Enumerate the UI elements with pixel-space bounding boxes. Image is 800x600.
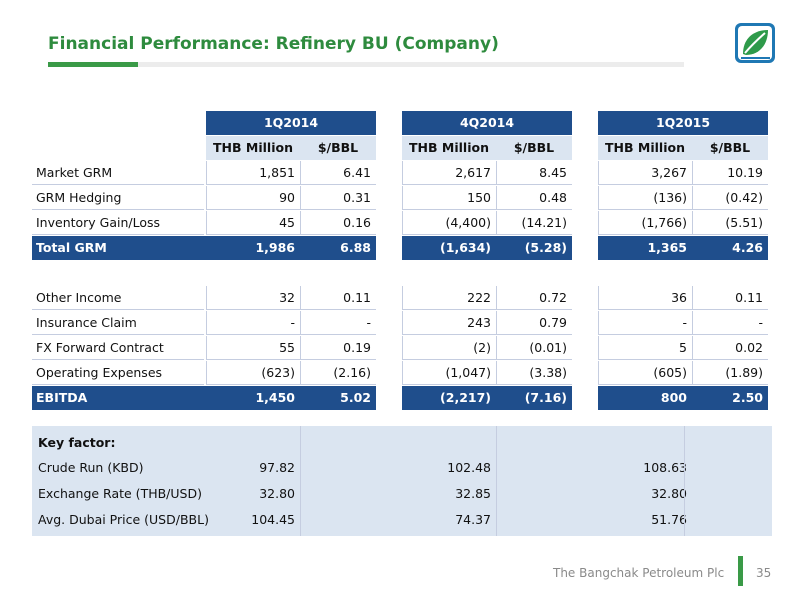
row2-2-value: 0.02 [692,336,768,360]
total-grm-bar-gap [204,236,206,260]
ebitda-value: 5.02 [300,386,376,410]
row2-2-value: 5 [598,336,692,360]
row-0-value: 3,267 [598,161,692,185]
total-grm-value: (5.28) [496,236,572,260]
unit-header-bbl: $/BBL [300,136,376,160]
row-1-value: (0.42) [692,186,768,210]
row-0-value: 8.45 [496,161,572,185]
page-number: 35 [756,566,772,580]
row2-3-value: (605) [598,361,692,385]
row2-3-value: (623) [206,361,300,385]
ebitda-label: EBITDA [32,386,204,410]
total-grm-value: 1,986 [206,236,300,260]
key-factor-label: Exchange Rate (THB/USD) [38,486,202,501]
row2-0-value: 0.11 [692,286,768,310]
key-factor-value: 102.48 [447,460,491,475]
row-2-value: 0.16 [300,211,376,235]
row-1-value: 150 [402,186,496,210]
row2-3-value: (3.38) [496,361,572,385]
row2-1-value: - [598,311,692,335]
row-0-value: 6.41 [300,161,376,185]
row2-3-label: Operating Expenses [32,361,204,385]
ebitda-value: 800 [598,386,692,410]
key-factor-value: 32.85 [455,486,491,501]
row2-3-value: (1.89) [692,361,768,385]
leaf-logo-icon [735,23,775,63]
total-grm-value: 6.88 [300,236,376,260]
row2-0-value: 32 [206,286,300,310]
period-header-1: 4Q2014 [402,111,572,135]
ebitda-bar-gap [204,386,206,410]
row2-2-value: 55 [206,336,300,360]
key-factor-value: 51.76 [651,512,687,527]
row-0-value: 2,617 [402,161,496,185]
row-0-label: Market GRM [32,161,204,185]
row2-2-label: FX Forward Contract [32,336,204,360]
row2-1-value: - [692,311,768,335]
row-2-value: 45 [206,211,300,235]
row-2-value: (5.51) [692,211,768,235]
ebitda-value: 2.50 [692,386,768,410]
row2-0-value: 0.72 [496,286,572,310]
row2-2-value: (2) [402,336,496,360]
row-2-value: (4,400) [402,211,496,235]
row-1-label: GRM Hedging [32,186,204,210]
row2-0-value: 36 [598,286,692,310]
row-1-value: (136) [598,186,692,210]
period-header-0: 1Q2014 [206,111,376,135]
key-factor-value: 104.45 [251,512,295,527]
row2-1-label: Insurance Claim [32,311,204,335]
footer-accent-bar [738,556,743,586]
page-title: Financial Performance: Refinery BU (Comp… [48,34,499,54]
key-factor-divider [684,426,685,536]
ebitda-value: 1,450 [206,386,300,410]
total-grm-label: Total GRM [32,236,204,260]
ebitda-value: (2,217) [402,386,496,410]
key-factor-value: 32.80 [259,486,295,501]
key-factor-divider [496,426,497,536]
row2-2-value: 0.19 [300,336,376,360]
row2-0-value: 222 [402,286,496,310]
row-2-value: (14.21) [496,211,572,235]
key-factor-label: Avg. Dubai Price (USD/BBL) [38,512,209,527]
key-factor-value: 74.37 [455,512,491,527]
row2-3-value: (2.16) [300,361,376,385]
title-underline [48,62,684,67]
key-factor-value: 97.82 [259,460,295,475]
key-factor-label: Crude Run (KBD) [38,460,144,475]
unit-header-bbl: $/BBL [692,136,768,160]
total-grm-value: (1,634) [402,236,496,260]
row-2-value: (1,766) [598,211,692,235]
row-1-value: 0.48 [496,186,572,210]
row-1-value: 0.31 [300,186,376,210]
row2-1-value: - [300,311,376,335]
unit-header-thb: THB Million [402,136,496,160]
period-header-2: 1Q2015 [598,111,768,135]
row2-3-value: (1,047) [402,361,496,385]
row-0-value: 1,851 [206,161,300,185]
key-factor-value: 108.63 [643,460,687,475]
unit-header-thb: THB Million [206,136,300,160]
total-grm-value: 4.26 [692,236,768,260]
row-2-label: Inventory Gain/Loss [32,211,204,235]
row2-0-value: 0.11 [300,286,376,310]
unit-header-bbl: $/BBL [496,136,572,160]
footer-company: The Bangchak Petroleum Plc [553,566,725,580]
row2-1-value: 0.79 [496,311,572,335]
row-0-value: 10.19 [692,161,768,185]
row2-2-value: (0.01) [496,336,572,360]
key-factor-panel: Key factor: Crude Run (KBD) 97.82 102.48 108… [32,426,772,536]
row2-0-label: Other Income [32,286,204,310]
row-1-value: 90 [206,186,300,210]
row2-1-value: 243 [402,311,496,335]
unit-header-thb: THB Million [598,136,692,160]
row2-1-value: - [206,311,300,335]
title-underline-accent [48,62,138,67]
ebitda-value: (7.16) [496,386,572,410]
key-factor-divider [300,426,301,536]
key-factor-heading: Key factor: [38,435,116,450]
financial-table: 1Q2014 4Q2014 1Q2015 THB Million $/BBL THB Mi… [32,111,772,411]
total-grm-value: 1,365 [598,236,692,260]
key-factor-value: 32.80 [651,486,687,501]
